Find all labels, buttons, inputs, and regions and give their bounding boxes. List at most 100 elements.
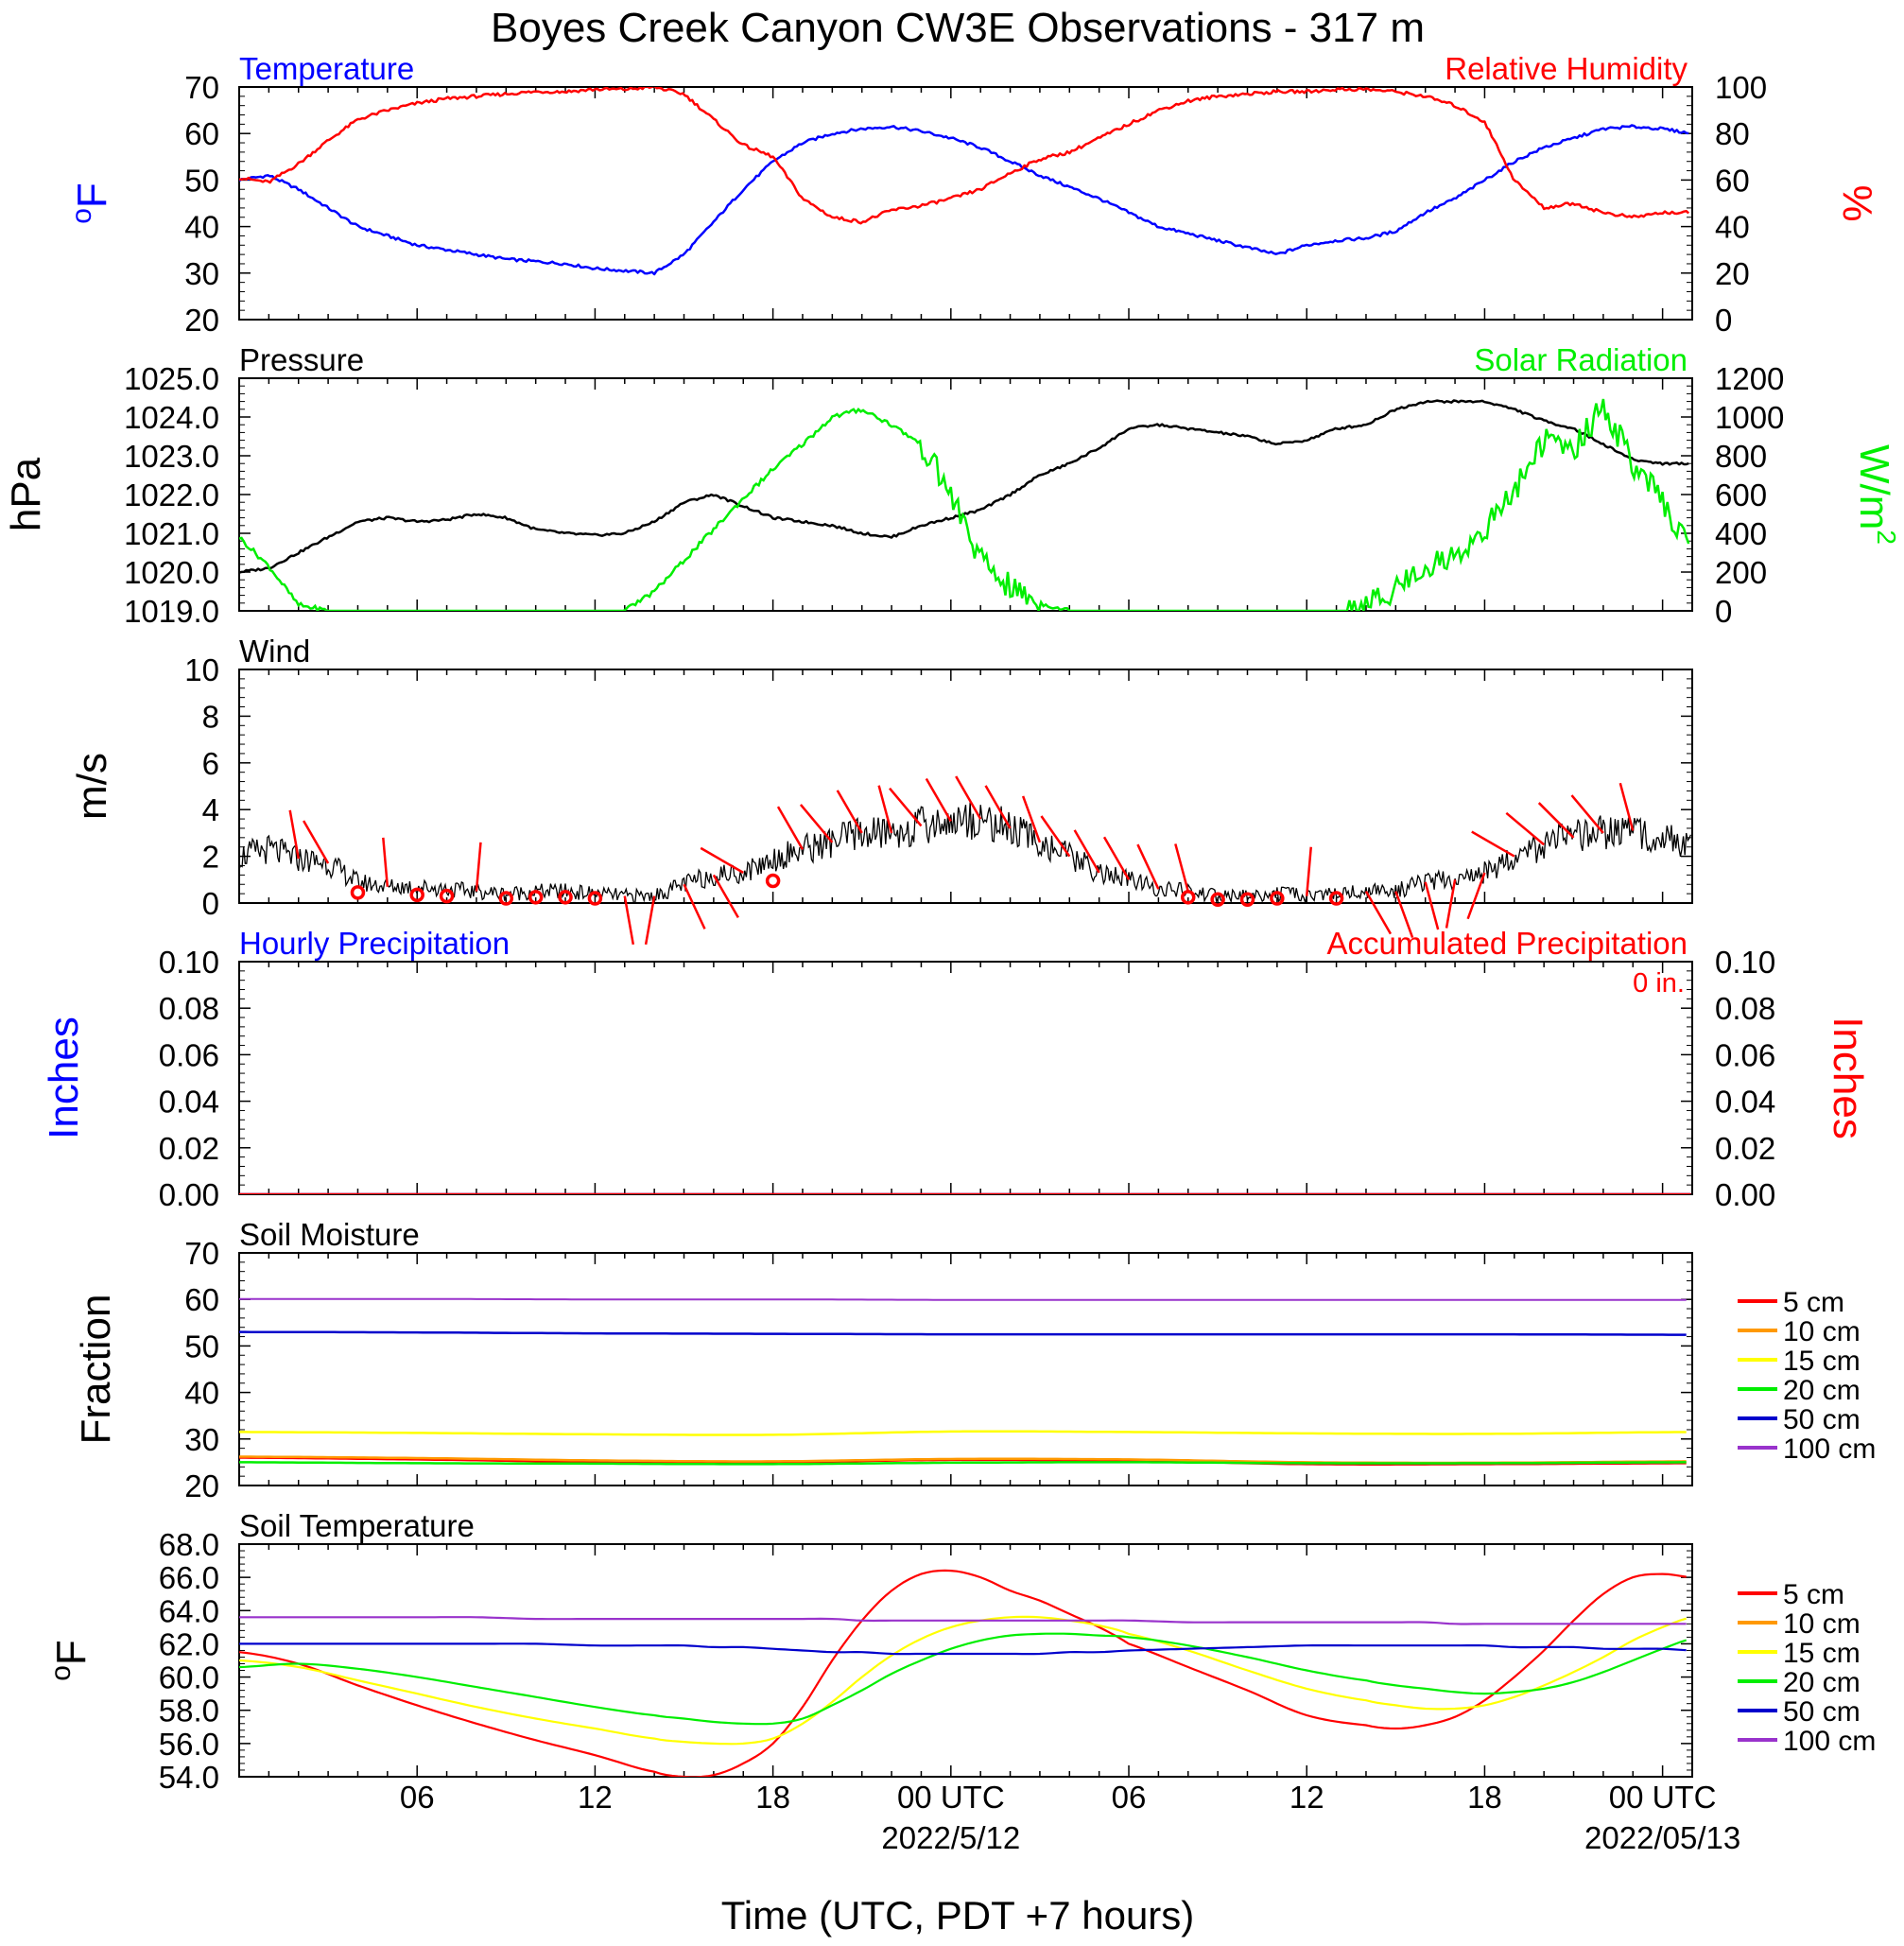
y-tick-label: 1020.0: [124, 555, 219, 590]
y2-tick-label: 1200: [1715, 361, 1784, 396]
y-tick-label: 1025.0: [124, 361, 219, 396]
x-tick-label: 06: [400, 1780, 435, 1815]
wind-barb: [955, 775, 982, 820]
wind-barb: [683, 883, 706, 930]
y-tick-label: 60: [184, 1282, 219, 1317]
panel-title-left: Wind: [239, 634, 310, 669]
wind-barb: [700, 846, 744, 874]
y-tick-label: 1019.0: [124, 594, 219, 629]
y-tick-label: 1023.0: [124, 439, 219, 474]
wind-barb: [925, 777, 952, 823]
series-relative-humidity: [239, 87, 1690, 225]
chart-title: Boyes Creek Canyon CW3E Observations - 3…: [491, 5, 1425, 51]
y-tick-label: 0.04: [159, 1085, 219, 1120]
y2-tick-label: 60: [1715, 163, 1750, 198]
legend-label: 15 cm: [1783, 1346, 1861, 1377]
wind-barb: [712, 874, 739, 919]
calm-wind-marker: [1239, 892, 1255, 908]
wind-barb: [984, 785, 1012, 829]
panel-title-left: Hourly Precipitation: [239, 926, 510, 961]
wind-barb: [623, 895, 635, 946]
y-tick-label: 1024.0: [124, 400, 219, 435]
calm-wind-marker: [1181, 890, 1196, 905]
x-date-label: 2022/05/13: [1584, 1820, 1740, 1855]
degree-sign: o: [45, 1665, 77, 1681]
y2-tick-label: 0.06: [1715, 1037, 1775, 1072]
series-wind-speed: [239, 802, 1692, 903]
wind-barb: [1466, 872, 1486, 920]
plot-area: [239, 1297, 1687, 1466]
panel-title-left: Temperature: [239, 51, 414, 86]
legend-label: 10 cm: [1783, 1316, 1861, 1347]
y-axis-label: oF: [45, 1640, 95, 1681]
y-tick-label: 4: [202, 792, 219, 827]
wind-barb: [1618, 782, 1635, 831]
series-soil-temperature: [239, 1632, 1688, 1726]
panel-wind: 0 2 4 6 8 10 Wind m/s: [69, 634, 1693, 946]
wind-barb: [1424, 881, 1440, 930]
y2-tick-label: 0.00: [1715, 1177, 1775, 1212]
calm-wind-marker: [1270, 891, 1285, 906]
legend-label: 50 cm: [1783, 1696, 1861, 1728]
wind-barb: [288, 809, 300, 860]
wind-barb: [1073, 829, 1100, 874]
y-axis-label: Inches: [41, 1016, 87, 1139]
panel-title-left: Pressure: [239, 342, 364, 377]
calm-wind-marker: [528, 890, 544, 905]
y-axis-label: m/s: [69, 753, 115, 820]
calm-wind-marker: [498, 891, 514, 906]
calm-wind-marker: [558, 890, 573, 905]
wind-barb: [1305, 846, 1313, 896]
y-tick-label: 20: [184, 1468, 219, 1503]
y2-tick-label: 200: [1715, 555, 1767, 590]
y-axis-label: Fraction: [73, 1294, 119, 1445]
series-solar-radiation: [239, 398, 1690, 611]
legend-label: 5 cm: [1783, 1579, 1844, 1610]
y-tick-label: 50: [184, 1329, 219, 1364]
wind-barb: [303, 820, 330, 864]
legend-label: 15 cm: [1783, 1638, 1861, 1669]
y-tick-label: 56.0: [159, 1727, 219, 1762]
panel-title-left: Soil Temperature: [239, 1508, 475, 1543]
series-temperature: [239, 124, 1689, 276]
accumulation-annotation: 0 in.: [1633, 968, 1685, 999]
plot-area: [239, 398, 1690, 611]
y2-tick-label: 0.10: [1715, 945, 1775, 980]
plot-frame: [238, 86, 1693, 321]
legend-label: 20 cm: [1783, 1375, 1861, 1406]
wind-barb: [1505, 811, 1545, 846]
y-tick-label: 40: [184, 210, 219, 245]
y2-tick-label: 0.08: [1715, 991, 1775, 1026]
y-tick-label: 0.02: [159, 1131, 219, 1166]
wind-barb: [475, 842, 482, 892]
unit-exponent: 2: [1872, 530, 1901, 545]
y-tick-label: 64.0: [159, 1593, 219, 1628]
wind-barb: [1394, 891, 1414, 938]
x-tick-label: 00 UTC: [897, 1780, 1005, 1815]
wind-barb: [1570, 794, 1604, 834]
legend-label: 20 cm: [1783, 1667, 1861, 1698]
y2-tick-label: 0.04: [1715, 1085, 1775, 1120]
y-tick-label: 6: [202, 746, 219, 781]
wind-barb: [1136, 843, 1160, 890]
x-tick-label: 18: [1467, 1780, 1502, 1815]
y2-tick-label: 800: [1715, 439, 1767, 474]
y2-tick-label: 80: [1715, 116, 1750, 151]
calm-wind-marker: [1328, 891, 1344, 906]
y-tick-label: 66.0: [159, 1560, 219, 1595]
plot-frame: [238, 1252, 1693, 1486]
y-tick-label: 8: [202, 699, 219, 734]
y-tick-label: 1022.0: [124, 478, 219, 513]
panel-soil_temperature: 54.056.058.060.062.064.066.068.0 Soil Tem…: [45, 1508, 1876, 1795]
x-tick-label: 00 UTC: [1609, 1780, 1717, 1815]
y2-tick-label: 100: [1715, 70, 1767, 105]
wind-barb: [877, 785, 893, 834]
y-tick-label: 54.0: [159, 1760, 219, 1795]
panel-title-right: Solar Radiation: [1474, 342, 1688, 377]
y-tick-label: 70: [184, 70, 219, 105]
y-tick-label: 68.0: [159, 1527, 219, 1562]
y2-tick-label: 40: [1715, 210, 1750, 245]
wind-barb: [1040, 815, 1071, 858]
